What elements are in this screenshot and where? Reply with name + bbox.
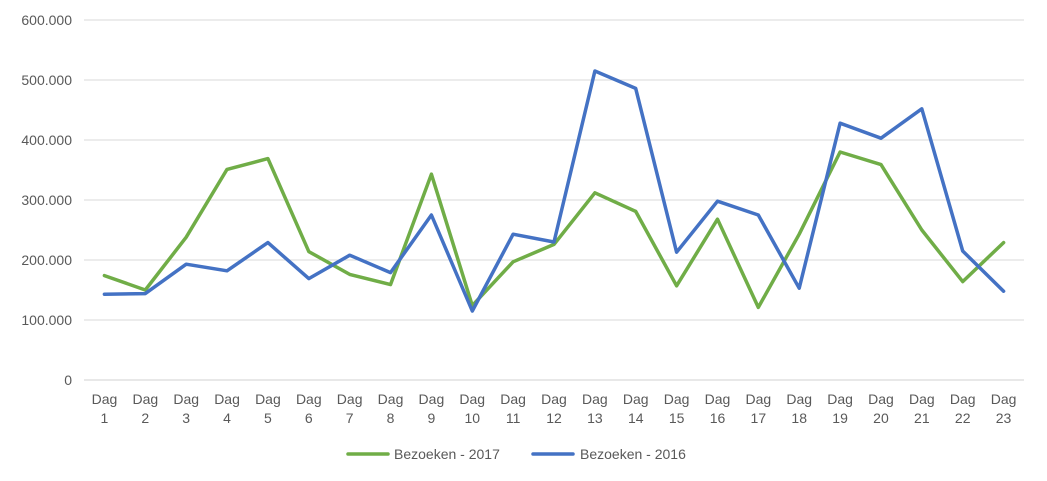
legend-label: Bezoeken - 2016 bbox=[580, 446, 686, 462]
x-tick-label-line: 1 bbox=[101, 410, 109, 426]
x-tick-label: Dag 10 bbox=[459, 391, 485, 426]
x-tick-label-line: 4 bbox=[223, 410, 231, 426]
y-tick-label: 300.000 bbox=[21, 192, 72, 208]
x-tick-label-line: 18 bbox=[791, 410, 807, 426]
x-tick-label: Dag 6 bbox=[296, 391, 322, 426]
x-tick-label-line: 8 bbox=[387, 410, 395, 426]
x-tick-label: Dag 7 bbox=[337, 391, 363, 426]
x-tick-label-line: 20 bbox=[873, 410, 889, 426]
x-tick-label-line: 11 bbox=[506, 410, 521, 426]
x-tick-label: Dag 5 bbox=[255, 391, 281, 426]
x-tick-label: Dag 12 bbox=[541, 391, 567, 426]
y-tick-label: 400.000 bbox=[21, 132, 72, 148]
x-tick-label-line: 22 bbox=[955, 410, 971, 426]
x-tick-label-line: Dag bbox=[132, 391, 158, 407]
x-tick-label-line: Dag bbox=[623, 391, 649, 407]
x-tick-label-line: 6 bbox=[305, 410, 313, 426]
x-tick-label-line: 14 bbox=[628, 410, 644, 426]
x-tick-label-line: Dag bbox=[664, 391, 690, 407]
x-tick-label-line: Dag bbox=[541, 391, 567, 407]
x-tick-label-line: 21 bbox=[914, 410, 930, 426]
x-tick-label: Dag 14 bbox=[623, 391, 649, 426]
series-line-2016 bbox=[102, 69, 1006, 313]
x-tick-label: Dag 19 bbox=[827, 391, 853, 426]
x-tick-label: Dag 13 bbox=[582, 391, 608, 426]
legend-label: Bezoeken - 2017 bbox=[394, 446, 500, 462]
x-tick-label: Dag 21 bbox=[909, 391, 935, 426]
x-tick-label: Dag 17 bbox=[746, 391, 772, 426]
x-tick-label-line: Dag bbox=[459, 391, 485, 407]
x-tick-label-line: 13 bbox=[587, 410, 603, 426]
legend-item: Bezoeken - 2016 bbox=[531, 446, 686, 462]
x-tick-label-line: 15 bbox=[669, 410, 685, 426]
x-tick-label-line: Dag bbox=[214, 391, 240, 407]
x-axis-tick-labels: Dag 1 Dag 2 Dag 3 Dag 4 Dag 5 Dag 6 Dag 7 Dag 8 Dag 9 Dag 1… bbox=[92, 391, 1017, 426]
x-tick-label-line: Dag bbox=[255, 391, 281, 407]
x-tick-label-line: 5 bbox=[264, 410, 272, 426]
y-tick-label: 600.000 bbox=[21, 12, 72, 28]
x-tick-label-line: Dag bbox=[92, 391, 118, 407]
legend-item: Bezoeken - 2017 bbox=[346, 446, 500, 462]
x-tick-label-line: Dag bbox=[909, 391, 935, 407]
x-tick-label: Dag 23 bbox=[991, 391, 1017, 426]
gridlines bbox=[84, 19, 1024, 381]
x-tick-label: Dag 4 bbox=[214, 391, 240, 426]
x-tick-label: Dag 16 bbox=[705, 391, 731, 426]
x-tick-label-line: Dag bbox=[173, 391, 199, 407]
x-tick-label: Dag 1 bbox=[92, 391, 118, 426]
y-tick-label: 0 bbox=[64, 372, 72, 388]
x-tick-label: Dag 11 bbox=[500, 391, 526, 426]
series-lines bbox=[102, 69, 1006, 313]
x-tick-label-line: 12 bbox=[546, 410, 562, 426]
x-tick-label-line: 17 bbox=[751, 410, 767, 426]
x-tick-label-line: Dag bbox=[827, 391, 853, 407]
x-tick-label: Dag 2 bbox=[132, 391, 158, 426]
x-tick-label-line: 19 bbox=[832, 410, 848, 426]
x-tick-label-line: Dag bbox=[705, 391, 731, 407]
x-tick-label-line: Dag bbox=[337, 391, 363, 407]
x-tick-label-line: Dag bbox=[746, 391, 772, 407]
x-tick-label-line: Dag bbox=[419, 391, 445, 407]
y-tick-label: 100.000 bbox=[21, 312, 72, 328]
x-tick-label: Dag 15 bbox=[664, 391, 690, 426]
x-tick-label: Dag 8 bbox=[378, 391, 404, 426]
x-tick-label-line: 10 bbox=[464, 410, 480, 426]
x-tick-label-line: Dag bbox=[296, 391, 322, 407]
x-tick-label-line: Dag bbox=[950, 391, 976, 407]
x-tick-label-line: Dag bbox=[582, 391, 608, 407]
series-line-2017 bbox=[102, 150, 1006, 310]
y-axis-tick-labels: 0 100.000 200.000 300.000 400.000 500.000 600.… bbox=[21, 12, 72, 388]
x-tick-label: Dag 18 bbox=[786, 391, 812, 426]
x-tick-label-line: Dag bbox=[868, 391, 894, 407]
x-tick-label-line: Dag bbox=[991, 391, 1017, 407]
x-tick-label-line: Dag bbox=[378, 391, 404, 407]
x-tick-label-line: Dag bbox=[786, 391, 812, 407]
x-tick-label: Dag 20 bbox=[868, 391, 894, 426]
y-tick-label: 200.000 bbox=[21, 252, 72, 268]
x-tick-label: Dag 22 bbox=[950, 391, 976, 426]
x-tick-label: Dag 3 bbox=[173, 391, 199, 426]
x-tick-label-line: Dag bbox=[500, 391, 526, 407]
x-tick-label-line: 3 bbox=[182, 410, 190, 426]
y-tick-label: 500.000 bbox=[21, 72, 72, 88]
x-tick-label-line: 23 bbox=[996, 410, 1012, 426]
x-tick-label-line: 7 bbox=[346, 410, 354, 426]
legend: Bezoeken - 2017 Bezoeken - 2016 bbox=[346, 446, 686, 462]
x-tick-label: Dag 9 bbox=[419, 391, 445, 426]
x-tick-label-line: 16 bbox=[710, 410, 726, 426]
x-tick-label-line: 2 bbox=[141, 410, 149, 426]
x-tick-label-line: 9 bbox=[427, 410, 435, 426]
